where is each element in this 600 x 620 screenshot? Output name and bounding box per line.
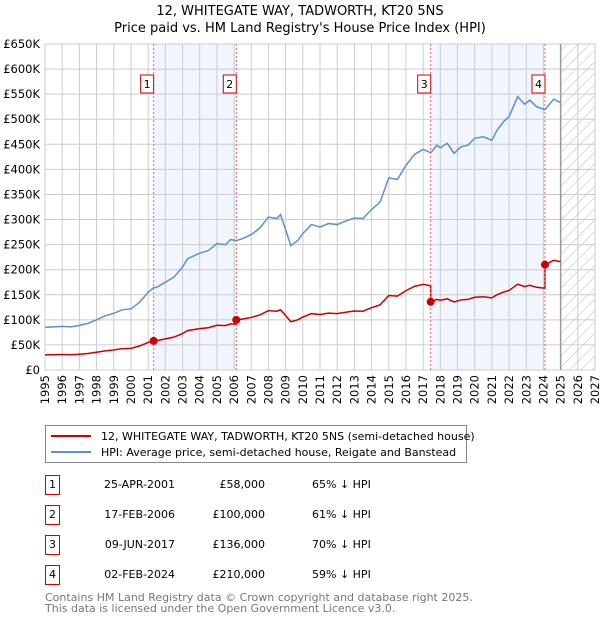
sale-badge-number: 1: [144, 78, 151, 91]
x-tick-label: 2015: [382, 375, 396, 404]
sale-number: 3: [45, 535, 60, 555]
x-tick-label: 2024: [536, 375, 550, 404]
x-tick-label: 2000: [124, 375, 138, 404]
x-tick-label: 2009: [279, 375, 293, 404]
sale-point: [149, 336, 158, 345]
x-tick-label: 2019: [451, 375, 465, 404]
property-price-line: [44, 259, 561, 356]
sale-row: 1 25-APR-2001 £58,000 65% ↓ HPI: [45, 475, 495, 495]
sale-price: £210,000: [212, 568, 266, 581]
sale-point: [426, 297, 435, 306]
sale-date: 25-APR-2001: [103, 478, 175, 491]
price-chart: 1995 1996 1997 1998 1999 2000 2001 2002 2003 2004…: [3, 37, 600, 404]
sale-badge: [531, 74, 546, 94]
chart-subtitle: Price paid vs. HM Land Registry's House …: [114, 21, 486, 36]
chart-legend: 12, WHITEGATE WAY, TADWORTH, KT20 5NS (s…: [45, 425, 475, 463]
x-tick-label: 2022: [502, 375, 516, 404]
sale-badge: [222, 74, 237, 94]
sale-price: £136,000: [212, 538, 266, 551]
sale-point: [540, 260, 549, 269]
x-tick-label: 2016: [399, 375, 413, 404]
y-tick-label: £0: [25, 363, 40, 377]
y-tick-label: £550K: [3, 87, 40, 101]
x-tick-label: 2008: [261, 375, 275, 404]
x-tick-label: 2004: [193, 375, 207, 404]
legend-property-label: 12, WHITEGATE WAY, TADWORTH, KT20 5NS (s…: [101, 429, 475, 443]
sale-date: 09-JUN-2017: [104, 538, 175, 551]
x-tick-label: 1996: [55, 375, 69, 404]
legend-hpi-swatch: [51, 451, 91, 453]
x-tick-label: 2007: [244, 375, 258, 404]
shaded-range: [153, 44, 237, 370]
x-tick-label: 2013: [347, 375, 361, 404]
sale-price: £100,000: [212, 508, 266, 521]
sale-date: 17-FEB-2006: [104, 508, 175, 521]
sale-badge-number: 2: [226, 78, 233, 91]
sale-number: 2: [45, 505, 60, 525]
sale-row: 2 17-FEB-2006 £100,000 61% ↓ HPI: [45, 505, 495, 525]
sale-badge: [417, 74, 432, 94]
x-tick-label: 2020: [468, 375, 482, 404]
y-tick-label: £350K: [3, 187, 40, 201]
x-tick-label: 2026: [571, 375, 585, 404]
x-tick-label: 1997: [72, 375, 86, 404]
hpi-line: [44, 95, 561, 329]
sale-hpi-diff: 59% ↓ HPI: [312, 568, 371, 581]
x-tick-label: 2011: [313, 375, 327, 404]
legend-hpi-label: HPI: Average price, semi-detached house,…: [101, 445, 457, 459]
y-tick-label: £50K: [11, 338, 41, 352]
y-tick-label: £400K: [3, 162, 40, 176]
y-tick-label: £300K: [3, 213, 40, 227]
footer-licence: This data is licensed under the Open Gov…: [45, 602, 396, 615]
shaded-range: [430, 44, 545, 370]
x-tick-label: 1998: [90, 375, 104, 404]
y-tick-label: £250K: [3, 238, 40, 252]
sale-row: 3 09-JUN-2017 £136,000 70% ↓ HPI: [45, 535, 495, 555]
x-tick-label: 2017: [416, 375, 430, 404]
x-tick-label: 2005: [210, 375, 224, 404]
y-tick-label: £450K: [3, 137, 40, 151]
y-tick-label: £150K: [3, 288, 40, 302]
sale-badge-number: 3: [421, 78, 428, 91]
sale-date: 02-FEB-2024: [104, 568, 175, 581]
x-tick-label: 2018: [433, 375, 447, 404]
sale-number: 1: [45, 475, 60, 495]
x-tick-label: 2025: [554, 375, 568, 404]
x-tick-label: 2021: [485, 375, 499, 404]
sale-hpi-diff: 65% ↓ HPI: [312, 478, 371, 491]
y-tick-label: £500K: [3, 112, 40, 126]
legend-property-swatch: [51, 435, 91, 437]
sale-row: 4 02-FEB-2024 £210,000 59% ↓ HPI: [45, 565, 495, 585]
y-tick-label: £600K: [3, 62, 40, 76]
sale-badge: [140, 74, 155, 94]
y-tick-label: £650K: [3, 37, 40, 51]
sale-hpi-diff: 70% ↓ HPI: [312, 538, 371, 551]
sale-hpi-diff: 61% ↓ HPI: [312, 508, 371, 521]
y-tick-label: £100K: [3, 313, 40, 327]
x-tick-label: 2001: [141, 375, 155, 404]
sale-price: £58,000: [219, 478, 266, 491]
x-tick-label: 1995: [38, 375, 52, 404]
chart-title: 12, WHITEGATE WAY, TADWORTH, KT20 5NS: [156, 4, 444, 19]
x-tick-label: 2006: [227, 375, 241, 404]
x-tick-label: 2003: [176, 375, 190, 404]
x-tick-label: 2027: [588, 375, 600, 404]
x-tick-label: 2012: [330, 375, 344, 404]
sale-point: [232, 315, 241, 324]
x-tick-label: 2010: [296, 375, 310, 404]
y-tick-label: £200K: [3, 263, 40, 277]
x-tick-label: 2014: [365, 375, 379, 404]
x-tick-label: 2023: [519, 375, 533, 404]
sale-badge-number: 4: [535, 78, 542, 91]
sale-number: 4: [45, 565, 60, 585]
x-tick-label: 2002: [158, 375, 172, 404]
x-tick-label: 1999: [107, 375, 121, 404]
footer-copyright: Contains HM Land Registry data © Crown c…: [45, 591, 473, 604]
